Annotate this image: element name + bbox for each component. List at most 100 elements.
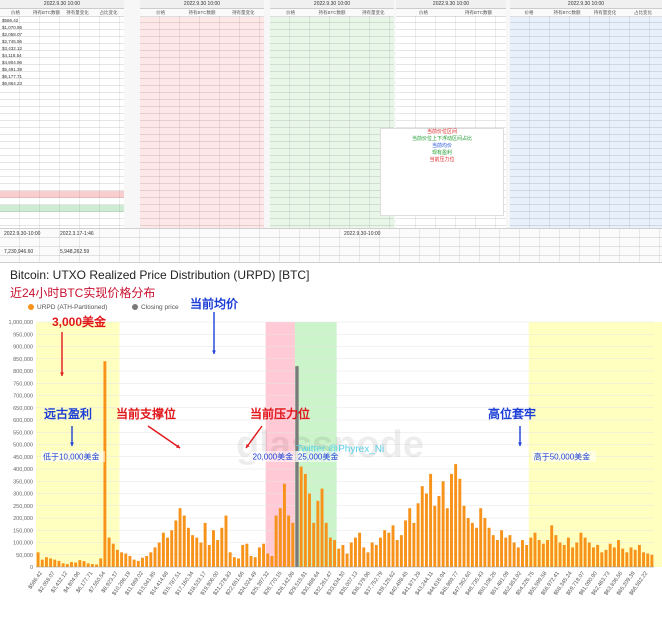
sheet-block-1: 2022.9.30 10:00 价格 持有BTC数额 持有量变化 占比变化 $5… [0,0,124,228]
y-tick-label: 750,000 [13,381,33,387]
data-bar [328,537,332,567]
annotation-label: 远古盈利 [44,406,92,421]
data-bar [470,522,474,567]
legend-label: Closing price [141,304,179,311]
data-bar [36,552,40,567]
col-holdings: 持有BTC数额 [33,10,60,15]
data-bar [637,544,641,567]
data-bar [186,527,190,567]
data-bar [633,549,637,567]
row-label: $4,118.54 [2,53,22,58]
data-bar [249,555,253,567]
data-bar [320,488,324,567]
data-bar [70,562,73,567]
y-tick-label: 650,000 [13,406,33,412]
data-bar [612,547,616,567]
sheet-grid [0,16,124,228]
data-bar [387,532,391,567]
col-price: 价格 [156,10,166,15]
row-label: $2,058.07 [2,32,23,37]
data-bar [245,543,249,567]
data-bar [170,530,174,567]
data-bar [650,554,654,567]
note-line: 当前均价 [431,143,452,149]
data-bar [349,542,353,567]
data-bar [429,473,433,567]
data-bar [44,557,48,567]
data-bar [141,557,144,567]
data-bar [495,540,499,567]
data-bar [316,500,320,567]
y-tick-label: 450,000 [13,455,33,461]
note-line: 当前价位上下浮动区间占比 [411,136,472,142]
annotation-label: 当前支撑位 [116,406,176,421]
data-bar [374,544,378,567]
annotation-label: 当前压力位 [250,406,310,421]
legend-dot-icon [28,304,34,311]
col-holdings: 持有BTC数额 [553,10,581,15]
region-label: 25,000美金 [298,452,338,462]
data-bar [241,544,245,567]
data-bar [533,532,537,567]
data-bar [521,540,524,567]
data-bar [182,515,186,567]
data-bar [337,548,341,567]
data-bar [404,520,408,567]
data-bar [483,518,487,567]
row-label: $5,491.39 [2,67,23,72]
sheet-column-headers: 价格 持有BTC数额 [396,9,506,17]
data-bar [203,522,207,567]
data-bar [462,505,466,567]
data-bar [408,508,412,567]
legend-urpd[interactable]: URPD (ATH-Partitioned) [28,304,107,311]
data-bar [379,537,382,567]
data-bar [566,537,570,567]
sheet-column-headers: 价格 持有BTC数额 持有量变化 [270,9,394,17]
annotation-arrowhead [212,350,216,354]
legend-label: URPD (ATH-Partitioned) [37,304,108,311]
data-bar [529,537,533,567]
y-tick-label: 150,000 [13,528,33,534]
note-line: 当前压力位 [429,157,455,163]
data-bar [57,560,61,567]
sheet-block-header: 2022.9.30 10:00 [0,0,124,9]
data-bar [78,560,82,567]
data-bar [575,542,579,567]
data-bar [600,552,604,567]
data-bar [74,562,78,567]
data-bar [115,549,119,567]
row-label: $3,432.12 [2,46,23,51]
summary-date: 2022.3.17-1:46 [60,231,94,237]
annotation-arrowhead [518,442,522,446]
row-label: $2,745.96 [2,39,23,44]
data-bar [324,522,328,567]
y-tick-label: 1,000,000 [9,320,33,326]
summary-date: 2022.9.30-10:00 [4,231,41,237]
annotation-label: 3,000美金 [52,314,107,329]
annotation-label: 当前均价 [190,296,239,311]
data-bar [424,493,428,567]
y-tick-label: 350,000 [13,479,33,485]
sheet-block-5: 2022.9.30 10:00 价格 持有BTC数额 持有量变化 占比变化 [510,0,662,228]
region-label-bg [531,451,596,462]
data-bar [516,547,520,567]
y-tick-label: 550,000 [13,430,33,436]
summary-total: 5,948,262.59 [60,249,90,255]
data-bar [40,559,44,567]
data-bar [604,549,608,567]
y-tick-label: 500,000 [13,443,33,449]
data-bar [274,515,278,567]
data-bar [174,520,178,567]
data-bar [591,547,595,567]
region-label-bg [41,451,105,462]
row-label: $586.42 [2,18,19,23]
note-line: 当前价位区间 [426,129,457,135]
plot-area: 1,000,000 950,000 900,000 850,000 800,000 750… [0,262,662,612]
data-bar [541,543,545,567]
legend-closing-price[interactable]: Closing price [132,304,179,311]
col-change: 持有量变化 [232,10,255,15]
sheet-note-box: 当前价位区间 当前价位上下浮动区间占比 当前均价 现有盈利 当前压力位 [380,128,504,216]
data-bar [278,508,282,567]
data-bar [232,557,236,567]
data-bar [161,532,165,567]
